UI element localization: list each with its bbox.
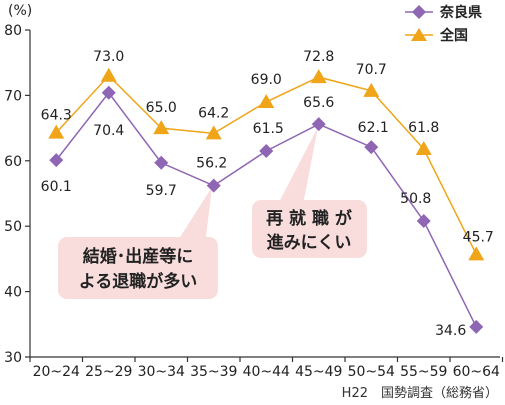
series-national-point	[100, 67, 117, 82]
y-tick-label: 30	[4, 350, 22, 366]
series-national-point	[415, 141, 432, 156]
x-tick-label: 40~44	[243, 364, 290, 380]
series-nara-data-label: 62.1	[358, 120, 389, 136]
x-tick-label: 30~34	[138, 364, 185, 380]
series-national-data-label: 70.7	[356, 62, 387, 78]
series-nara-data-label: 60.1	[41, 179, 72, 195]
series-national-point	[205, 125, 222, 140]
annotation-marriage-childbirth-pointer	[175, 187, 212, 245]
series-national-point	[258, 93, 275, 108]
annotation-marriage-childbirth-line-1: 結婚･出産等に	[83, 246, 194, 267]
x-tick-label: 50~54	[348, 364, 395, 380]
series-nara-point	[49, 153, 64, 168]
y-tick-label: 50	[4, 219, 22, 235]
series-national-point	[468, 246, 485, 261]
legend-nara-marker	[412, 5, 426, 19]
series-national-point	[153, 120, 170, 135]
series-nara-point	[469, 319, 484, 334]
series-nara-point	[364, 140, 379, 155]
series-nara-point	[154, 155, 169, 170]
series-nara-point	[206, 178, 221, 193]
legend-nara-label: 奈良県	[439, 4, 482, 21]
annotation-job-return-line-1: 再 就 職 が	[266, 208, 352, 229]
y-tick-label: 80	[4, 23, 22, 39]
y-unit-label: (%)	[8, 3, 32, 19]
series-nara-data-label: 61.5	[253, 121, 284, 137]
annotation-job-return-box	[252, 200, 367, 258]
series-nara-data-label: 59.7	[146, 183, 177, 199]
series-nara-point	[259, 143, 274, 158]
series-nara-point	[311, 117, 326, 132]
annotation-marriage-childbirth: 結婚･出産等に よる退職が多い	[58, 187, 218, 299]
series-nara-data-label: 70.4	[93, 123, 124, 139]
legend-national-label: 全国	[439, 27, 468, 44]
series-national-data-label: 64.3	[41, 108, 72, 124]
y-tick-label: 70	[4, 88, 22, 104]
series-nara-data-label: 34.6	[435, 323, 466, 339]
series-national-point	[48, 124, 65, 139]
x-tick-label: 20~24	[33, 364, 80, 380]
legend: 奈良県 全国	[405, 4, 482, 44]
series-national-data-label: 61.8	[408, 120, 439, 136]
x-tick-label: 35~39	[190, 364, 237, 380]
annotation-marriage-childbirth-box	[58, 237, 218, 299]
series-national-data-label: 45.7	[463, 229, 494, 245]
series-national-data-label: 72.8	[303, 49, 334, 65]
x-tick-label: 55~59	[400, 364, 447, 380]
series-national-data-label: 64.2	[198, 105, 229, 121]
annotation-job-return: 再 就 職 が 進みにくい	[252, 127, 367, 258]
x-tick-label: 25~29	[85, 364, 132, 380]
series-national-data-label: 73.0	[93, 49, 124, 65]
y-tick-label: 40	[4, 285, 22, 301]
series-nara-data-label: 50.8	[400, 191, 431, 207]
y-tick-label: 60	[4, 154, 22, 170]
series-national-point	[363, 82, 380, 97]
series-nara-point	[416, 213, 431, 228]
annotation-marriage-childbirth-line-2: よる退職が多い	[79, 271, 198, 292]
series-nara-data-label: 56.2	[196, 156, 227, 172]
annotation-job-return-pointer	[275, 127, 318, 210]
source-note: H22 国勢調査（総務省）	[342, 386, 498, 401]
series-national-point	[310, 69, 327, 84]
x-tick-label: 60~64	[453, 364, 500, 380]
series-nara-data-label: 65.6	[303, 95, 334, 111]
x-tick-label: 45~49	[295, 364, 342, 380]
series-national-data-label: 69.0	[251, 72, 282, 88]
series-national-data-label: 65.0	[146, 100, 177, 116]
annotation-job-return-line-2: 進みにくい	[267, 233, 352, 253]
series-nara-point	[101, 85, 116, 100]
legend-national-marker	[411, 28, 427, 41]
